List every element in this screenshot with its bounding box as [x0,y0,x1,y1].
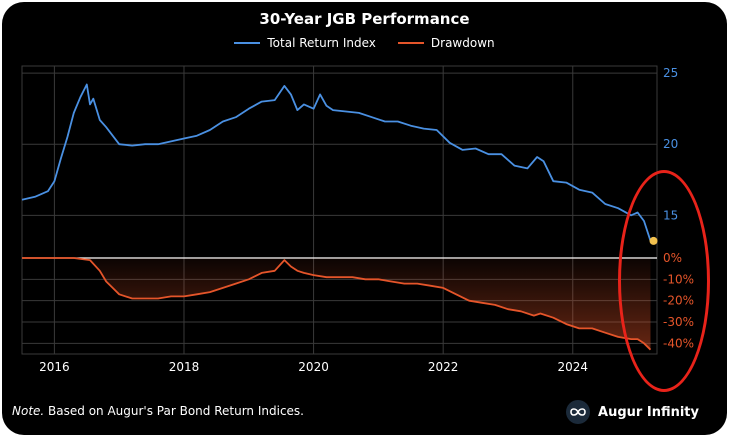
y-tick-label-top: 20 [663,137,678,151]
highlight-ellipse [618,170,710,392]
legend-item-total-return: Total Return Index [234,36,376,50]
total-return-line [21,83,652,242]
x-tick-label: 2024 [557,360,588,374]
legend-label-total-return: Total Return Index [267,36,376,50]
x-tick-label: 2016 [39,360,70,374]
legend-swatch-total-return [234,42,261,44]
chart-card: 30-Year JGB Performance Total Return Ind… [2,2,727,435]
x-tick-label: 2022 [428,360,459,374]
footnote: Note. Based on Augur's Par Bond Return I… [12,404,304,418]
infinity-icon [566,400,591,424]
x-tick-label: 2020 [298,360,329,374]
footnote-prefix: Note. [12,404,45,418]
brand: Augur Infinity [566,400,699,424]
footnote-text: Based on Augur's Par Bond Return Indices… [44,404,304,418]
legend-item-drawdown: Drawdown [397,36,495,50]
drawdown-area [22,258,651,350]
legend-label-drawdown: Drawdown [430,36,495,50]
chart-plot: 2016 2018 2020 2022 20242520150%-10%-20%-30%… [21,65,694,374]
drawdown-line [22,257,652,351]
y-tick-label-top: 25 [663,66,678,80]
x-tick-label: 2018 [169,360,200,374]
chart-title: 30-Year JGB Performance [259,10,470,28]
chart-legend: Total Return Index Drawdown [2,36,727,50]
brand-name: Augur Infinity [598,404,699,420]
legend-swatch-drawdown [397,42,424,44]
